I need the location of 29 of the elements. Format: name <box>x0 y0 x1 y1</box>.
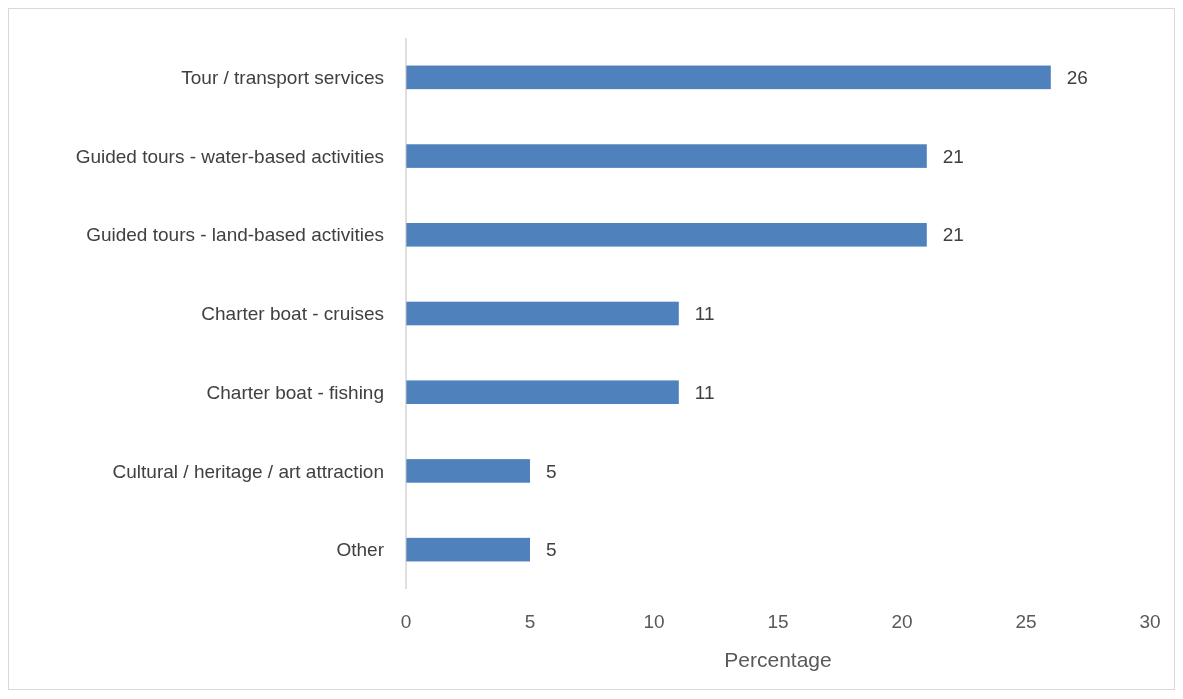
bar <box>406 301 679 326</box>
data-label: 26 <box>1066 67 1088 89</box>
x-tick-label: 25 <box>1015 610 1037 632</box>
y-tick-label: Guided tours - water-based activities <box>75 145 384 167</box>
bar <box>406 222 927 247</box>
bar <box>406 380 679 405</box>
x-tick-label: 10 <box>643 610 665 632</box>
bar <box>406 65 1051 90</box>
y-tick-label: Cultural / heritage / art attraction <box>112 460 384 482</box>
data-label: 11 <box>694 303 715 325</box>
bar <box>406 144 927 168</box>
y-tick-label: Guided tours - land-based activities <box>86 224 384 246</box>
y-tick-label: Other <box>336 539 385 561</box>
x-tick-label: 5 <box>524 610 536 632</box>
data-label: 5 <box>546 539 557 561</box>
data-label: 5 <box>546 460 557 482</box>
y-tick-label: Charter boat - fishing <box>206 381 384 403</box>
data-label: 21 <box>942 224 964 246</box>
y-tick-label: Charter boat - cruises <box>201 303 384 325</box>
x-tick-label: 20 <box>891 610 913 632</box>
bar <box>406 537 530 562</box>
data-label: 21 <box>942 145 964 167</box>
bar <box>406 459 530 483</box>
x-tick-label: 15 <box>767 610 789 632</box>
x-tick-label: 30 <box>1139 610 1161 632</box>
data-label: 11 <box>694 381 715 403</box>
y-tick-label: Tour / transport services <box>181 67 384 89</box>
x-axis-title: Percentage <box>724 648 832 672</box>
x-tick-label: 0 <box>400 610 412 632</box>
